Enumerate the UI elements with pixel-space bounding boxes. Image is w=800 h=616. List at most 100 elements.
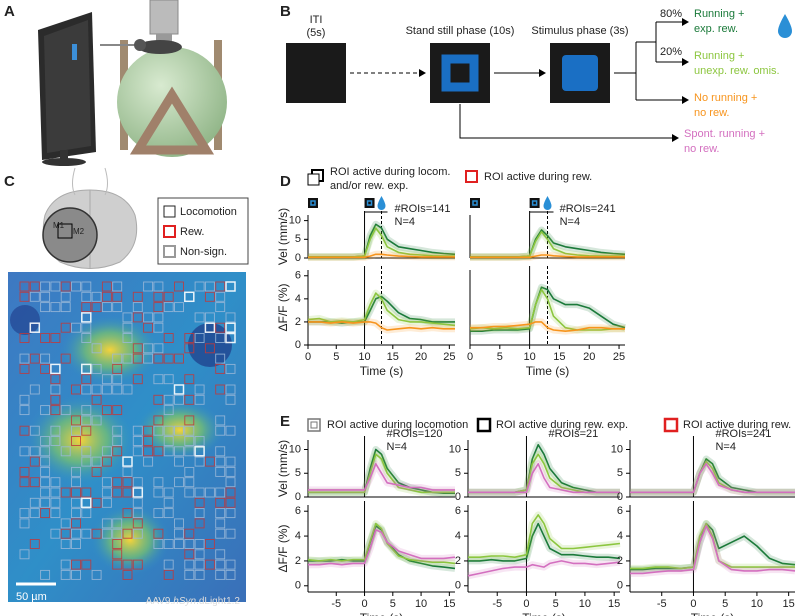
roi-square	[194, 312, 205, 323]
trace	[468, 522, 621, 562]
roi-square	[225, 322, 236, 333]
legend-d	[307, 169, 478, 186]
stim-icon-inner	[366, 200, 373, 206]
roi-square	[173, 384, 185, 395]
roi-square	[194, 333, 205, 343]
y-axis-label: Vel (mm/s)	[276, 208, 290, 265]
x-axis-label: Time (s)	[360, 364, 404, 378]
x-tick-label: 25	[613, 351, 625, 363]
roi-square	[29, 281, 40, 292]
annotation: #ROIs=241	[560, 203, 616, 215]
micrograph	[8, 272, 246, 602]
roi-square	[81, 281, 92, 292]
x-tick-label: 10	[523, 351, 535, 363]
roi-square	[71, 466, 81, 477]
roi-square	[71, 436, 81, 446]
roi-square	[174, 394, 184, 405]
roi-square	[215, 322, 226, 333]
roi-square	[91, 343, 102, 354]
roi-square	[132, 312, 143, 323]
roi-square	[184, 446, 195, 457]
legend-label: Non-sign.	[180, 246, 227, 258]
roi-square	[225, 425, 236, 436]
roi-square	[112, 384, 123, 395]
roi-square	[132, 353, 143, 364]
roi-square	[132, 446, 143, 457]
trace	[470, 254, 625, 259]
roi-square	[163, 487, 174, 498]
roi-square	[184, 415, 195, 426]
roi-square	[143, 343, 154, 354]
roi-square	[60, 322, 71, 333]
roi-square	[153, 322, 164, 333]
x-axis-label: Time (s)	[526, 364, 570, 378]
roi-square	[143, 446, 154, 457]
roi-square	[91, 466, 102, 477]
x-tick-label: -5	[331, 598, 341, 610]
roi-square	[101, 528, 112, 539]
roi-square	[71, 539, 81, 549]
roi-square	[112, 291, 123, 302]
roi-square	[29, 384, 40, 395]
roi-square	[184, 539, 195, 549]
roi-square	[71, 497, 81, 508]
roi-square	[194, 487, 205, 498]
roi-square	[194, 497, 205, 508]
roi-square	[174, 425, 184, 436]
roi-square	[194, 394, 205, 405]
roi-square	[60, 518, 71, 529]
roi-square	[71, 477, 81, 488]
roi-square	[40, 569, 51, 580]
roi-square	[19, 405, 30, 416]
roi-square	[225, 528, 236, 539]
x-tick-label: 5	[722, 598, 728, 610]
roi-square	[122, 477, 133, 488]
area-label: M1	[53, 221, 65, 230]
roi-square	[81, 363, 92, 375]
roi-square	[184, 549, 195, 560]
y-tick-label: 2	[295, 555, 301, 567]
roi-square	[50, 384, 61, 395]
roi-square	[19, 363, 30, 374]
roi-square	[215, 456, 226, 467]
roi-square	[215, 446, 226, 457]
y-tick-label: 5	[455, 467, 461, 479]
roi-square	[143, 281, 154, 292]
panel-label: D	[280, 173, 291, 190]
roi-square	[71, 528, 81, 539]
roi-square	[215, 508, 226, 519]
roi-square	[29, 508, 40, 519]
roi-square	[225, 456, 236, 467]
roi-square	[184, 477, 195, 488]
roi-square	[91, 456, 102, 467]
roi-square	[122, 559, 133, 570]
outcome-label: Running +	[694, 8, 744, 20]
roi-square	[184, 425, 195, 436]
roi-square	[101, 384, 112, 395]
drop-icon	[543, 196, 552, 210]
x-tick-label: 15	[553, 351, 565, 363]
roi-square	[101, 291, 112, 302]
y-tick-label: 0	[295, 252, 301, 264]
y-tick-label: 0	[295, 580, 301, 592]
trace	[467, 560, 621, 577]
roi-square	[112, 539, 123, 549]
roi-square	[174, 539, 184, 549]
annotation: N=4	[387, 441, 408, 453]
roi-square	[174, 477, 184, 488]
roi-square	[132, 487, 144, 498]
roi-square	[29, 539, 40, 549]
roi-square	[60, 559, 71, 570]
roi-square	[50, 508, 61, 519]
roi-square	[225, 332, 236, 344]
roi-square	[204, 322, 216, 333]
roi-square	[143, 456, 154, 467]
y-tick-label: 2	[295, 316, 301, 328]
y-tick-label: 4	[455, 530, 461, 542]
roi-square	[60, 539, 71, 549]
roi-square	[40, 508, 51, 519]
roi-square	[184, 436, 195, 446]
roi-square	[71, 508, 81, 519]
roi-square	[215, 415, 226, 426]
